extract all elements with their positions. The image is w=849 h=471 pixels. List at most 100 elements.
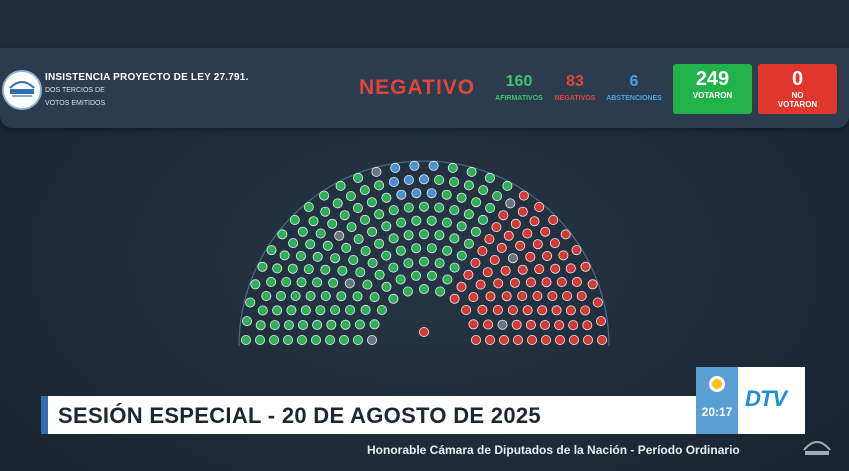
seat <box>344 278 355 289</box>
seat <box>374 238 385 249</box>
seat <box>418 283 429 294</box>
seat <box>353 234 364 245</box>
seat <box>320 206 331 217</box>
seat <box>403 175 414 186</box>
seat <box>456 250 467 261</box>
seat <box>492 191 503 202</box>
seat <box>498 210 509 221</box>
seat <box>434 230 445 241</box>
seat <box>360 304 371 315</box>
seat <box>441 217 452 228</box>
seat <box>296 277 307 288</box>
seat <box>592 297 603 308</box>
seat <box>311 334 322 345</box>
seat <box>580 261 591 272</box>
seat <box>470 257 481 268</box>
seat <box>449 262 460 273</box>
seat <box>388 177 399 188</box>
seat <box>549 238 560 249</box>
seat <box>461 304 472 315</box>
vote-title: INSISTENCIA PROYECTO DE LEY 27.791. <box>45 72 249 83</box>
seat <box>332 198 343 209</box>
seat <box>418 201 429 212</box>
seat <box>297 226 308 237</box>
vote-subtitle-line2: VOTOS EMITIDOS <box>45 100 106 107</box>
seat <box>254 334 265 345</box>
seat <box>554 320 565 331</box>
seat <box>269 320 280 331</box>
seat <box>362 279 373 290</box>
seat <box>308 216 319 227</box>
seat <box>411 243 422 254</box>
seat <box>534 202 545 213</box>
seat <box>466 166 477 177</box>
affirmative-value: 160 <box>505 73 533 90</box>
seat <box>463 269 474 280</box>
seat <box>341 242 352 253</box>
seat <box>418 229 429 240</box>
seat <box>257 261 268 272</box>
seat <box>470 334 481 345</box>
session-banner: SESIÓN ESPECIAL - 20 DE AGOSTO DE 2025 <box>41 396 704 434</box>
seat <box>354 319 365 330</box>
seat <box>442 274 453 285</box>
seat <box>242 316 252 327</box>
seat <box>312 319 323 330</box>
seat <box>568 334 579 345</box>
seat <box>396 217 407 228</box>
seat <box>303 264 314 275</box>
seat <box>346 222 357 233</box>
seat <box>485 203 496 214</box>
seat <box>493 278 504 289</box>
seat <box>339 210 350 221</box>
seat-group <box>238 160 610 347</box>
seat <box>381 281 392 292</box>
not-voted-label-line2: VOTARON <box>777 100 818 109</box>
seat <box>403 230 414 241</box>
seat <box>290 290 301 301</box>
seat <box>447 162 458 173</box>
top-band <box>0 0 849 48</box>
seat <box>374 180 385 191</box>
seat <box>582 334 593 345</box>
seat <box>449 233 460 244</box>
seat <box>525 277 536 288</box>
seat <box>498 334 509 345</box>
seat <box>367 257 378 268</box>
seat <box>587 279 598 290</box>
seat <box>376 304 387 315</box>
seat <box>510 218 521 229</box>
seat <box>348 255 359 266</box>
seat <box>576 290 587 301</box>
seat <box>275 290 286 301</box>
seat <box>352 203 363 214</box>
seat <box>517 264 528 275</box>
seat <box>477 246 488 257</box>
seat <box>381 221 392 232</box>
seat <box>390 162 401 173</box>
seat <box>241 334 251 345</box>
seat <box>537 305 548 316</box>
seat <box>471 197 482 208</box>
seat <box>426 270 437 281</box>
seat <box>327 218 338 229</box>
seat <box>497 319 508 330</box>
seat <box>496 242 507 253</box>
seat <box>303 202 314 213</box>
seat <box>562 290 573 301</box>
chamber-subtitle: Honorable Cámara de Diputados de la Naci… <box>367 443 740 457</box>
seat <box>501 291 512 302</box>
seat <box>463 238 474 249</box>
seat <box>503 230 514 241</box>
seat <box>525 319 536 330</box>
seat <box>532 239 543 250</box>
seat <box>345 191 356 202</box>
seat <box>548 215 559 226</box>
seat <box>512 334 523 345</box>
seat <box>272 263 283 274</box>
seat <box>300 305 311 316</box>
seat <box>554 334 565 345</box>
seat <box>402 286 413 297</box>
abstentions-label: ABSTENCIONES <box>606 95 662 102</box>
channel-logo-box: DTV <box>738 367 805 434</box>
